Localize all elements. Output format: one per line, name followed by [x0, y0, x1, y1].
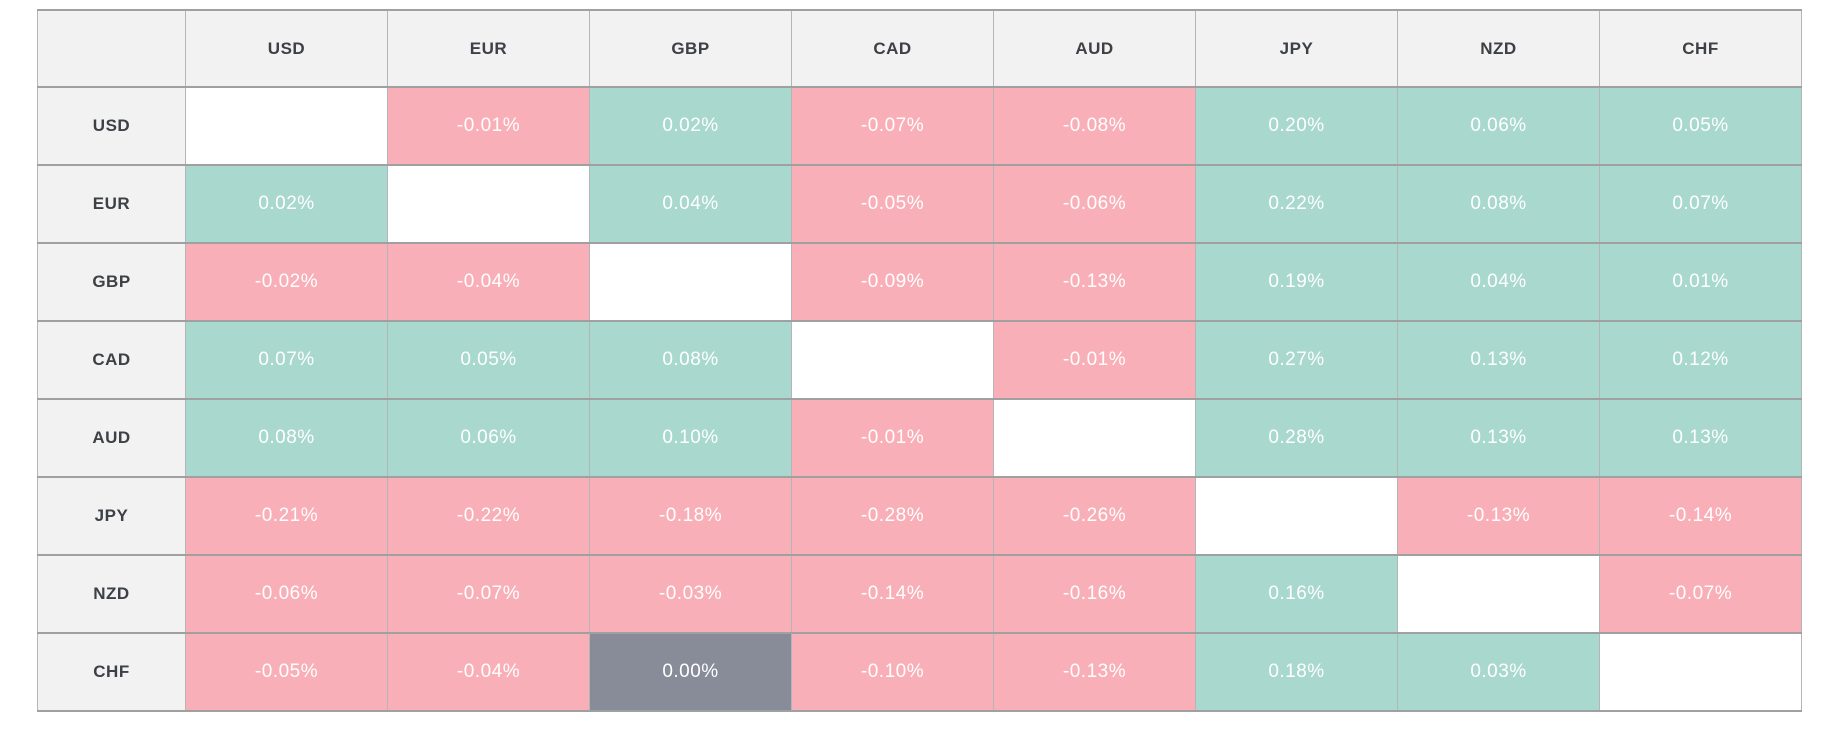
matrix-cell-chf-usd: -0.05% — [185, 633, 388, 711]
matrix-cell-cad-nzd: 0.13% — [1397, 321, 1600, 399]
matrix-cell-cad-jpy: 0.27% — [1195, 321, 1398, 399]
column-header-usd: USD — [185, 10, 388, 87]
matrix-row-cad: CAD 0.07% 0.05% 0.08% -0.01% 0.27% 0.13% 0.12% — [37, 321, 1802, 399]
matrix-cell-nzd-aud: -0.16% — [993, 555, 1196, 633]
matrix-row-usd: USD -0.01% 0.02% -0.07% -0.08% 0.20% 0.06% 0.05… — [37, 87, 1802, 165]
matrix-cell-cad-cad — [791, 321, 994, 399]
column-header-nzd: NZD — [1397, 10, 1600, 87]
row-header-gbp: GBP — [37, 243, 186, 321]
matrix-cell-chf-chf — [1599, 633, 1802, 711]
matrix-cell-chf-eur: -0.04% — [387, 633, 590, 711]
matrix-cell-jpy-jpy — [1195, 477, 1398, 555]
matrix-cell-jpy-chf: -0.14% — [1599, 477, 1802, 555]
matrix-cell-nzd-eur: -0.07% — [387, 555, 590, 633]
row-header-chf: CHF — [37, 633, 186, 711]
matrix-cell-nzd-cad: -0.14% — [791, 555, 994, 633]
currency-strength-matrix: USD EUR GBP CAD AUD JPY NZD CHF USD -0.01% 0.02% -… — [37, 9, 1802, 712]
matrix-row-chf: CHF -0.05% -0.04% 0.00% -0.10% -0.13% 0.18% 0.0… — [37, 633, 1802, 711]
matrix-cell-jpy-eur: -0.22% — [387, 477, 590, 555]
matrix-cell-jpy-aud: -0.26% — [993, 477, 1196, 555]
matrix-row-aud: AUD 0.08% 0.06% 0.10% -0.01% 0.28% 0.13% 0.13% — [37, 399, 1802, 477]
row-header-nzd: NZD — [37, 555, 186, 633]
matrix-cell-nzd-gbp: -0.03% — [589, 555, 792, 633]
matrix-cell-cad-usd: 0.07% — [185, 321, 388, 399]
matrix-cell-cad-eur: 0.05% — [387, 321, 590, 399]
row-header-usd: USD — [37, 87, 186, 165]
matrix-cell-gbp-gbp — [589, 243, 792, 321]
matrix-cell-chf-jpy: 0.18% — [1195, 633, 1398, 711]
matrix-cell-gbp-usd: -0.02% — [185, 243, 388, 321]
matrix-cell-gbp-chf: 0.01% — [1599, 243, 1802, 321]
currency-matrix-table: USD EUR GBP CAD AUD JPY NZD CHF USD -0.01% 0.02% -… — [37, 9, 1802, 712]
matrix-row-gbp: GBP -0.02% -0.04% -0.09% -0.13% 0.19% 0.04% 0.0… — [37, 243, 1802, 321]
column-header-gbp: GBP — [589, 10, 792, 87]
matrix-cell-eur-cad: -0.05% — [791, 165, 994, 243]
matrix-cell-chf-nzd: 0.03% — [1397, 633, 1600, 711]
corner-cell — [37, 10, 186, 87]
matrix-cell-eur-chf: 0.07% — [1599, 165, 1802, 243]
matrix-cell-eur-jpy: 0.22% — [1195, 165, 1398, 243]
column-header-jpy: JPY — [1195, 10, 1398, 87]
matrix-cell-chf-aud: -0.13% — [993, 633, 1196, 711]
matrix-cell-gbp-jpy: 0.19% — [1195, 243, 1398, 321]
matrix-row-jpy: JPY -0.21% -0.22% -0.18% -0.28% -0.26% -0.13% -… — [37, 477, 1802, 555]
matrix-cell-nzd-chf: -0.07% — [1599, 555, 1802, 633]
row-header-jpy: JPY — [37, 477, 186, 555]
matrix-cell-eur-aud: -0.06% — [993, 165, 1196, 243]
matrix-cell-usd-usd — [185, 87, 388, 165]
matrix-cell-chf-cad: -0.10% — [791, 633, 994, 711]
matrix-cell-gbp-nzd: 0.04% — [1397, 243, 1600, 321]
matrix-row-nzd: NZD -0.06% -0.07% -0.03% -0.14% -0.16% 0.16% -0… — [37, 555, 1802, 633]
matrix-cell-jpy-gbp: -0.18% — [589, 477, 792, 555]
matrix-cell-eur-usd: 0.02% — [185, 165, 388, 243]
matrix-cell-aud-cad: -0.01% — [791, 399, 994, 477]
column-header-cad: CAD — [791, 10, 994, 87]
matrix-cell-usd-aud: -0.08% — [993, 87, 1196, 165]
matrix-cell-jpy-nzd: -0.13% — [1397, 477, 1600, 555]
matrix-cell-cad-aud: -0.01% — [993, 321, 1196, 399]
matrix-cell-eur-gbp: 0.04% — [589, 165, 792, 243]
matrix-cell-usd-jpy: 0.20% — [1195, 87, 1398, 165]
matrix-cell-nzd-jpy: 0.16% — [1195, 555, 1398, 633]
column-header-aud: AUD — [993, 10, 1196, 87]
matrix-cell-aud-aud — [993, 399, 1196, 477]
matrix-cell-nzd-usd: -0.06% — [185, 555, 388, 633]
matrix-cell-jpy-usd: -0.21% — [185, 477, 388, 555]
row-header-aud: AUD — [37, 399, 186, 477]
matrix-cell-aud-jpy: 0.28% — [1195, 399, 1398, 477]
column-header-eur: EUR — [387, 10, 590, 87]
matrix-cell-gbp-aud: -0.13% — [993, 243, 1196, 321]
matrix-cell-aud-eur: 0.06% — [387, 399, 590, 477]
matrix-cell-aud-nzd: 0.13% — [1397, 399, 1600, 477]
matrix-cell-gbp-eur: -0.04% — [387, 243, 590, 321]
matrix-cell-cad-gbp: 0.08% — [589, 321, 792, 399]
matrix-cell-gbp-cad: -0.09% — [791, 243, 994, 321]
matrix-cell-nzd-nzd — [1397, 555, 1600, 633]
matrix-cell-jpy-cad: -0.28% — [791, 477, 994, 555]
header-row: USD EUR GBP CAD AUD JPY NZD CHF — [37, 10, 1802, 87]
matrix-cell-cad-chf: 0.12% — [1599, 321, 1802, 399]
matrix-cell-usd-chf: 0.05% — [1599, 87, 1802, 165]
matrix-cell-eur-eur — [387, 165, 590, 243]
matrix-cell-usd-nzd: 0.06% — [1397, 87, 1600, 165]
matrix-body: USD -0.01% 0.02% -0.07% -0.08% 0.20% 0.06% 0.05… — [37, 87, 1802, 711]
matrix-cell-chf-gbp: 0.00% — [589, 633, 792, 711]
matrix-cell-aud-gbp: 0.10% — [589, 399, 792, 477]
matrix-cell-usd-gbp: 0.02% — [589, 87, 792, 165]
row-header-eur: EUR — [37, 165, 186, 243]
row-header-cad: CAD — [37, 321, 186, 399]
column-header-chf: CHF — [1599, 10, 1802, 87]
matrix-cell-usd-eur: -0.01% — [387, 87, 590, 165]
matrix-cell-eur-nzd: 0.08% — [1397, 165, 1600, 243]
matrix-cell-usd-cad: -0.07% — [791, 87, 994, 165]
matrix-row-eur: EUR 0.02% 0.04% -0.05% -0.06% 0.22% 0.08% 0.07% — [37, 165, 1802, 243]
matrix-cell-aud-usd: 0.08% — [185, 399, 388, 477]
matrix-cell-aud-chf: 0.13% — [1599, 399, 1802, 477]
